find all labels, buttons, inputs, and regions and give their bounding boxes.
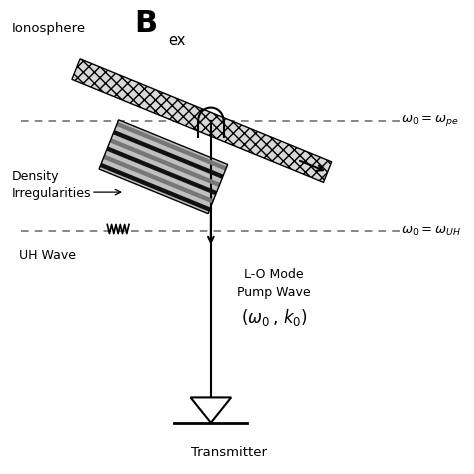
Text: L-O Mode
Pump Wave: L-O Mode Pump Wave	[237, 268, 311, 299]
Polygon shape	[72, 59, 332, 182]
Text: $\mathbf{B}$: $\mathbf{B}$	[134, 9, 157, 37]
Text: Density
Irregularities: Density Irregularities	[12, 170, 91, 200]
Text: Ionosphere: Ionosphere	[12, 22, 86, 35]
Polygon shape	[100, 163, 210, 211]
Text: $(\omega_0\,,\,k_0)$: $(\omega_0\,,\,k_0)$	[241, 308, 308, 328]
Text: UH Wave: UH Wave	[18, 249, 76, 262]
Text: $\omega_0 = \omega_{pe}$: $\omega_0 = \omega_{pe}$	[401, 113, 459, 128]
Polygon shape	[116, 122, 227, 171]
Text: $\omega_0 = \omega_{UH}$: $\omega_0 = \omega_{UH}$	[401, 225, 461, 238]
Text: ex: ex	[168, 33, 185, 48]
Polygon shape	[113, 130, 224, 179]
Polygon shape	[99, 120, 228, 214]
Polygon shape	[106, 146, 217, 195]
Polygon shape	[103, 155, 214, 203]
Text: Transmitter: Transmitter	[191, 446, 267, 459]
Polygon shape	[109, 138, 220, 187]
